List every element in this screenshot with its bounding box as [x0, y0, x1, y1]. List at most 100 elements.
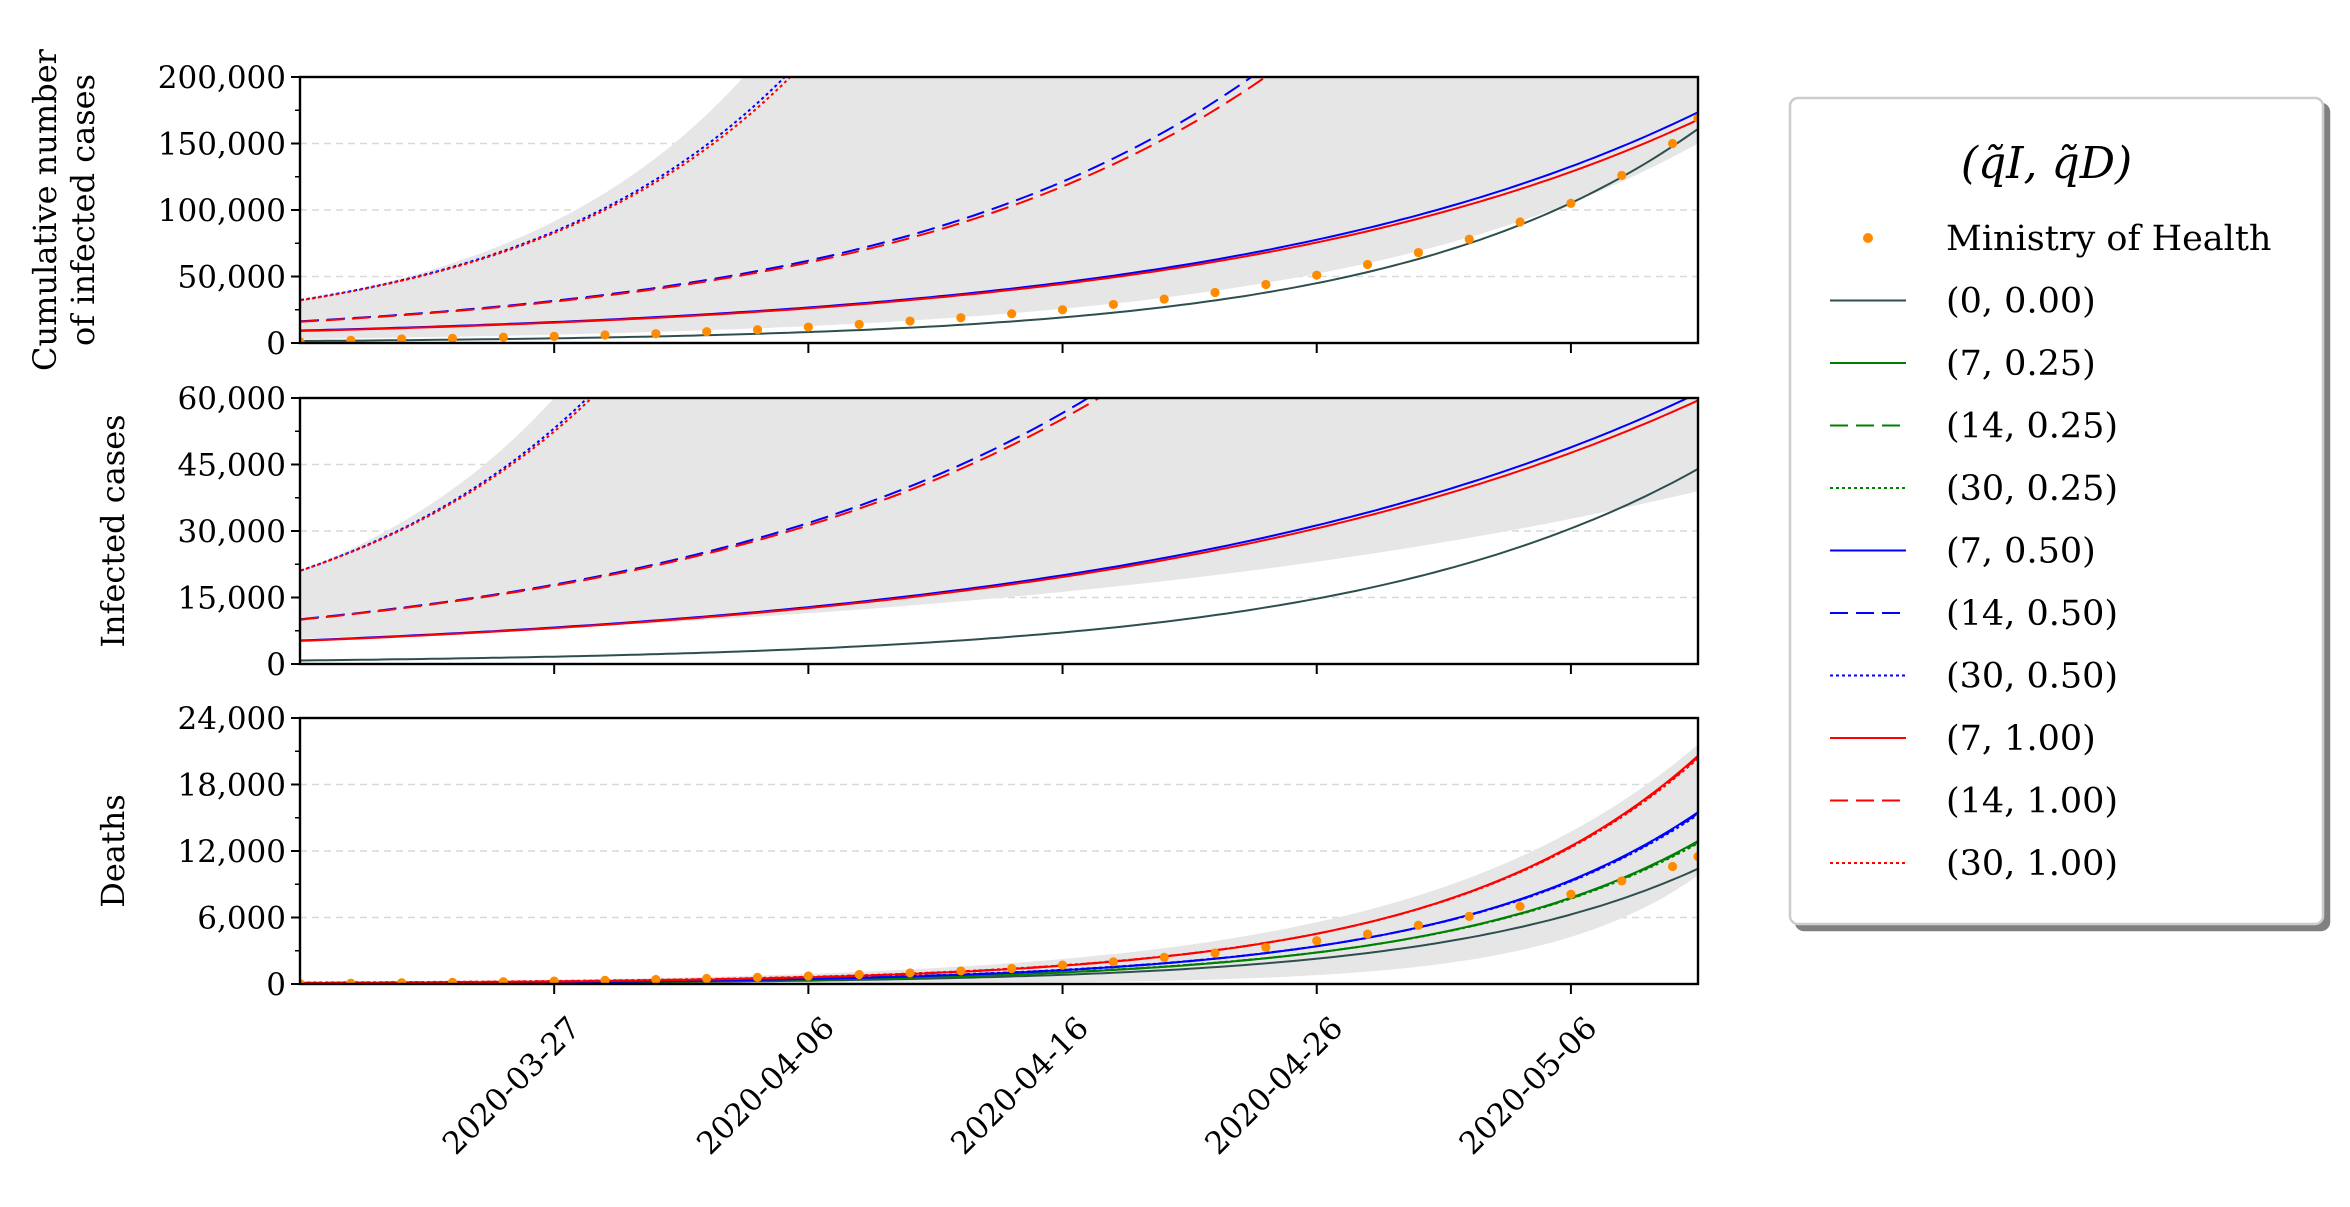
y-tick-label: 60,000	[178, 381, 286, 417]
ministry-point	[600, 975, 610, 984]
ministry-point	[1057, 960, 1068, 970]
ministry-point	[1362, 259, 1373, 270]
series-line-30-1-00	[300, 77, 792, 302]
legend-marker-ministry-of-health	[1863, 233, 1873, 243]
legend-label: (30, 1.00)	[1946, 844, 2118, 884]
ministry-point	[854, 969, 864, 980]
series-line-30-1-00	[301, 757, 1698, 984]
y-tick-label: 50,000	[178, 260, 286, 296]
uncertainty-band	[300, 744, 1698, 984]
y-tick-label: 6,000	[197, 901, 286, 937]
ministry-point	[956, 313, 966, 323]
legend: (q̃I, q̃D) Ministry of Health (0, 0.00) (7,…	[1788, 96, 2325, 926]
ministry-point	[1312, 270, 1322, 280]
ministry-point	[905, 316, 915, 326]
ministry-point	[1057, 305, 1068, 315]
series-line-14-1-00	[300, 77, 1268, 323]
ministry-point	[752, 325, 763, 335]
ministry-point	[397, 978, 407, 984]
uncertainty-band	[300, 77, 1698, 339]
ministry-point	[1007, 309, 1017, 319]
ministry-point	[1667, 138, 1678, 149]
ministry-point	[651, 329, 661, 339]
ministry-point	[1413, 247, 1423, 258]
x-tick-label: 2020-04-16	[944, 1010, 1096, 1162]
legend-label: (7, 0.50)	[1946, 532, 2096, 572]
uncertainty-band	[300, 398, 1698, 639]
y-axis-label: Deaths	[94, 794, 132, 908]
ministry-point	[1007, 963, 1017, 974]
ministry-point	[447, 977, 458, 984]
subplot-3-plot-area	[300, 744, 1698, 984]
y-tick-label: 0	[266, 326, 286, 362]
x-tick-label: 2020-03-27	[436, 1010, 588, 1162]
subplot-3: 0 6,000 12,000 18,000 24,000 Deaths	[94, 701, 1700, 1003]
ministry-point	[1667, 861, 1678, 872]
x-tick-label: 2020-04-06	[690, 1010, 842, 1162]
y-tick-label: 15,000	[178, 581, 286, 617]
y-axis-label: of infected cases	[64, 74, 102, 346]
ministry-point	[1617, 170, 1627, 181]
ministry-point	[854, 319, 864, 329]
ministry-point	[1210, 287, 1220, 298]
ministry-point	[498, 977, 508, 984]
subplots-group: 0 50,000 100,000 150,000 200,000 Cumulative n…	[26, 48, 1700, 1003]
series-line-30-0-50	[300, 77, 787, 301]
ministry-point	[549, 976, 559, 984]
series-line-14-0-50	[300, 77, 1254, 323]
legend-box	[1788, 96, 2325, 926]
legend-label: (30, 0.25)	[1946, 469, 2118, 509]
legend-label: (7, 0.25)	[1946, 344, 2096, 384]
ministry-point	[1312, 936, 1322, 946]
ministry-point	[397, 334, 407, 343]
ministry-point	[346, 978, 356, 984]
ministry-point	[1464, 234, 1474, 244]
legend-label: (30, 0.50)	[1946, 657, 2118, 697]
series-line-30-1-00	[300, 398, 593, 572]
y-tick-label: 12,000	[178, 834, 286, 870]
y-tick-label: 200,000	[158, 60, 286, 96]
subplot-1: 0 50,000 100,000 150,000 200,000 Cumulative n…	[26, 48, 1700, 371]
ministry-point	[1566, 889, 1576, 899]
series-line-0-0-00	[300, 128, 1698, 342]
ministry-point	[1261, 942, 1271, 953]
ministry-point	[1566, 198, 1576, 208]
subplot-2-plot-area	[300, 398, 1698, 662]
ministry-point	[1108, 299, 1118, 310]
y-tick-label: 30,000	[178, 514, 286, 550]
ministry-point	[447, 333, 458, 343]
ministry-point	[956, 966, 966, 976]
ministry-point	[752, 972, 763, 982]
ministry-point	[702, 327, 712, 337]
series-line-30-0-50	[300, 398, 589, 572]
series-line-7-1-00	[300, 118, 1698, 332]
ministry-point	[803, 322, 813, 332]
legend-label: (7, 1.00)	[1946, 719, 2096, 759]
ministry-point	[651, 974, 661, 984]
y-axis-label: Cumulative number	[26, 48, 64, 371]
y-tick-label: 24,000	[178, 701, 286, 737]
y-tick-label: 18,000	[178, 768, 286, 804]
ministry-point	[498, 332, 508, 342]
series-line-7-1-00	[300, 399, 1698, 642]
subplot-1-plot-area	[300, 77, 1698, 343]
ministry-point	[702, 973, 712, 984]
x-axis: 2020-03-27 2020-04-06 2020-04-16 2020-04-26…	[436, 1010, 1605, 1162]
ministry-point	[1261, 279, 1271, 290]
ministry-point	[549, 331, 559, 341]
ministry-point	[1464, 911, 1474, 921]
ministry-point	[1617, 876, 1627, 886]
ministry-point	[1515, 217, 1525, 227]
y-tick-label: 0	[266, 967, 286, 1003]
ministry-point	[1210, 948, 1220, 958]
ministry-point	[1159, 294, 1169, 304]
legend-label: (14, 0.50)	[1946, 594, 2118, 634]
y-tick-label: 100,000	[158, 193, 286, 229]
legend-label: (14, 1.00)	[1946, 782, 2118, 822]
ministry-point	[600, 330, 610, 340]
series-line-14-1-00	[300, 398, 1101, 621]
ministry-point	[1159, 952, 1169, 963]
y-tick-label: 45,000	[178, 448, 286, 484]
legend-label: (0, 0.00)	[1946, 282, 2096, 322]
